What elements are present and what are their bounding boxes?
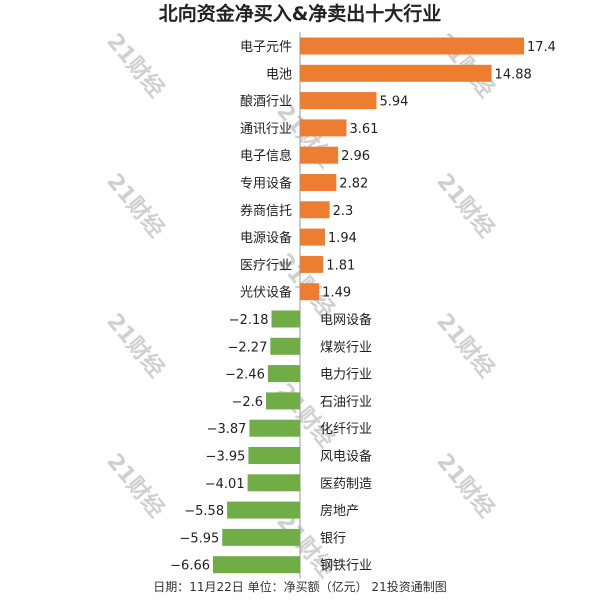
bar — [300, 146, 339, 164]
bar — [266, 392, 300, 410]
bar — [300, 228, 325, 246]
value-label: 3.61 — [349, 122, 378, 137]
bar — [300, 92, 377, 110]
value-label: −3.87 — [207, 422, 247, 437]
category-label: 房地产 — [320, 503, 359, 519]
bar — [249, 419, 300, 437]
category-label: 医药制造 — [320, 477, 372, 492]
value-label: 2.82 — [339, 177, 368, 192]
bar — [300, 37, 524, 55]
bar — [300, 64, 492, 82]
value-label: −5.95 — [179, 531, 219, 546]
value-label: 1.94 — [328, 231, 357, 246]
category-label: 电网设备 — [320, 312, 372, 328]
value-label: 1.81 — [326, 258, 355, 273]
category-label: 钢铁行业 — [320, 559, 372, 574]
bar — [247, 474, 300, 492]
watermark-text: 21财经 — [271, 379, 339, 453]
value-label: −6.66 — [170, 559, 210, 574]
bar — [267, 365, 300, 383]
category-label: 银行 — [320, 531, 346, 546]
bar — [300, 119, 347, 137]
category-label: 石油行业 — [320, 395, 372, 410]
bar — [222, 528, 300, 546]
bar — [213, 556, 300, 574]
category-label: 化纤行业 — [320, 422, 372, 437]
category-label: 通讯行业 — [240, 122, 292, 137]
watermark-text: 21财经 — [101, 169, 169, 243]
bar — [300, 201, 330, 219]
category-label: 电子信息 — [240, 148, 292, 164]
category-label: 酿酒行业 — [240, 94, 292, 110]
bar — [271, 310, 300, 328]
value-label: 5.94 — [379, 95, 408, 110]
bar — [300, 174, 337, 191]
bar — [270, 337, 300, 355]
category-label: 电子元件 — [240, 40, 292, 55]
category-label: 券商信托 — [240, 203, 292, 219]
category-label: 风电设备 — [320, 449, 372, 465]
category-label: 电源设备 — [240, 230, 292, 246]
category-label: 专用设备 — [240, 176, 292, 192]
value-label: 17.4 — [527, 40, 556, 55]
watermark-text: 21财经 — [101, 309, 169, 383]
value-label: 2.96 — [341, 149, 370, 164]
watermark-text: 21财经 — [431, 449, 499, 523]
watermark-text: 21财经 — [431, 169, 499, 243]
watermark-text: 21财经 — [101, 449, 169, 523]
value-label: −2.6 — [231, 395, 263, 410]
bars-group: 电子元件 17.4 电池 14.88 酿酒行业 5.94 通讯行业 3.61 电子信息 2.96 专… — [170, 37, 556, 574]
value-label: 1.49 — [322, 286, 351, 301]
bar — [227, 501, 300, 519]
category-label: 医疗行业 — [240, 258, 292, 273]
value-label: −5.58 — [184, 504, 224, 519]
value-label: −4.01 — [205, 477, 245, 492]
value-label: −2.46 — [225, 368, 265, 383]
value-label: −2.27 — [228, 340, 268, 355]
category-label: 电池 — [266, 67, 292, 82]
value-label: 14.88 — [495, 67, 532, 82]
chart-footer: 日期：11月22日 单位：净买额（亿元） 21投资通制图 — [153, 580, 447, 594]
chart-title: 北向资金净买入&净卖出十大行业 — [158, 3, 442, 25]
bar — [248, 447, 300, 464]
value-label: 2.3 — [333, 204, 354, 219]
category-label: 电力行业 — [320, 368, 372, 383]
watermark-text: 21财经 — [431, 309, 499, 383]
watermark-text: 21财经 — [101, 29, 169, 103]
category-label: 煤炭行业 — [320, 340, 372, 355]
category-label: 光伏设备 — [240, 285, 292, 301]
value-label: −3.95 — [206, 450, 246, 465]
bar — [300, 283, 320, 301]
value-label: −2.18 — [229, 313, 269, 328]
bar — [300, 255, 324, 273]
